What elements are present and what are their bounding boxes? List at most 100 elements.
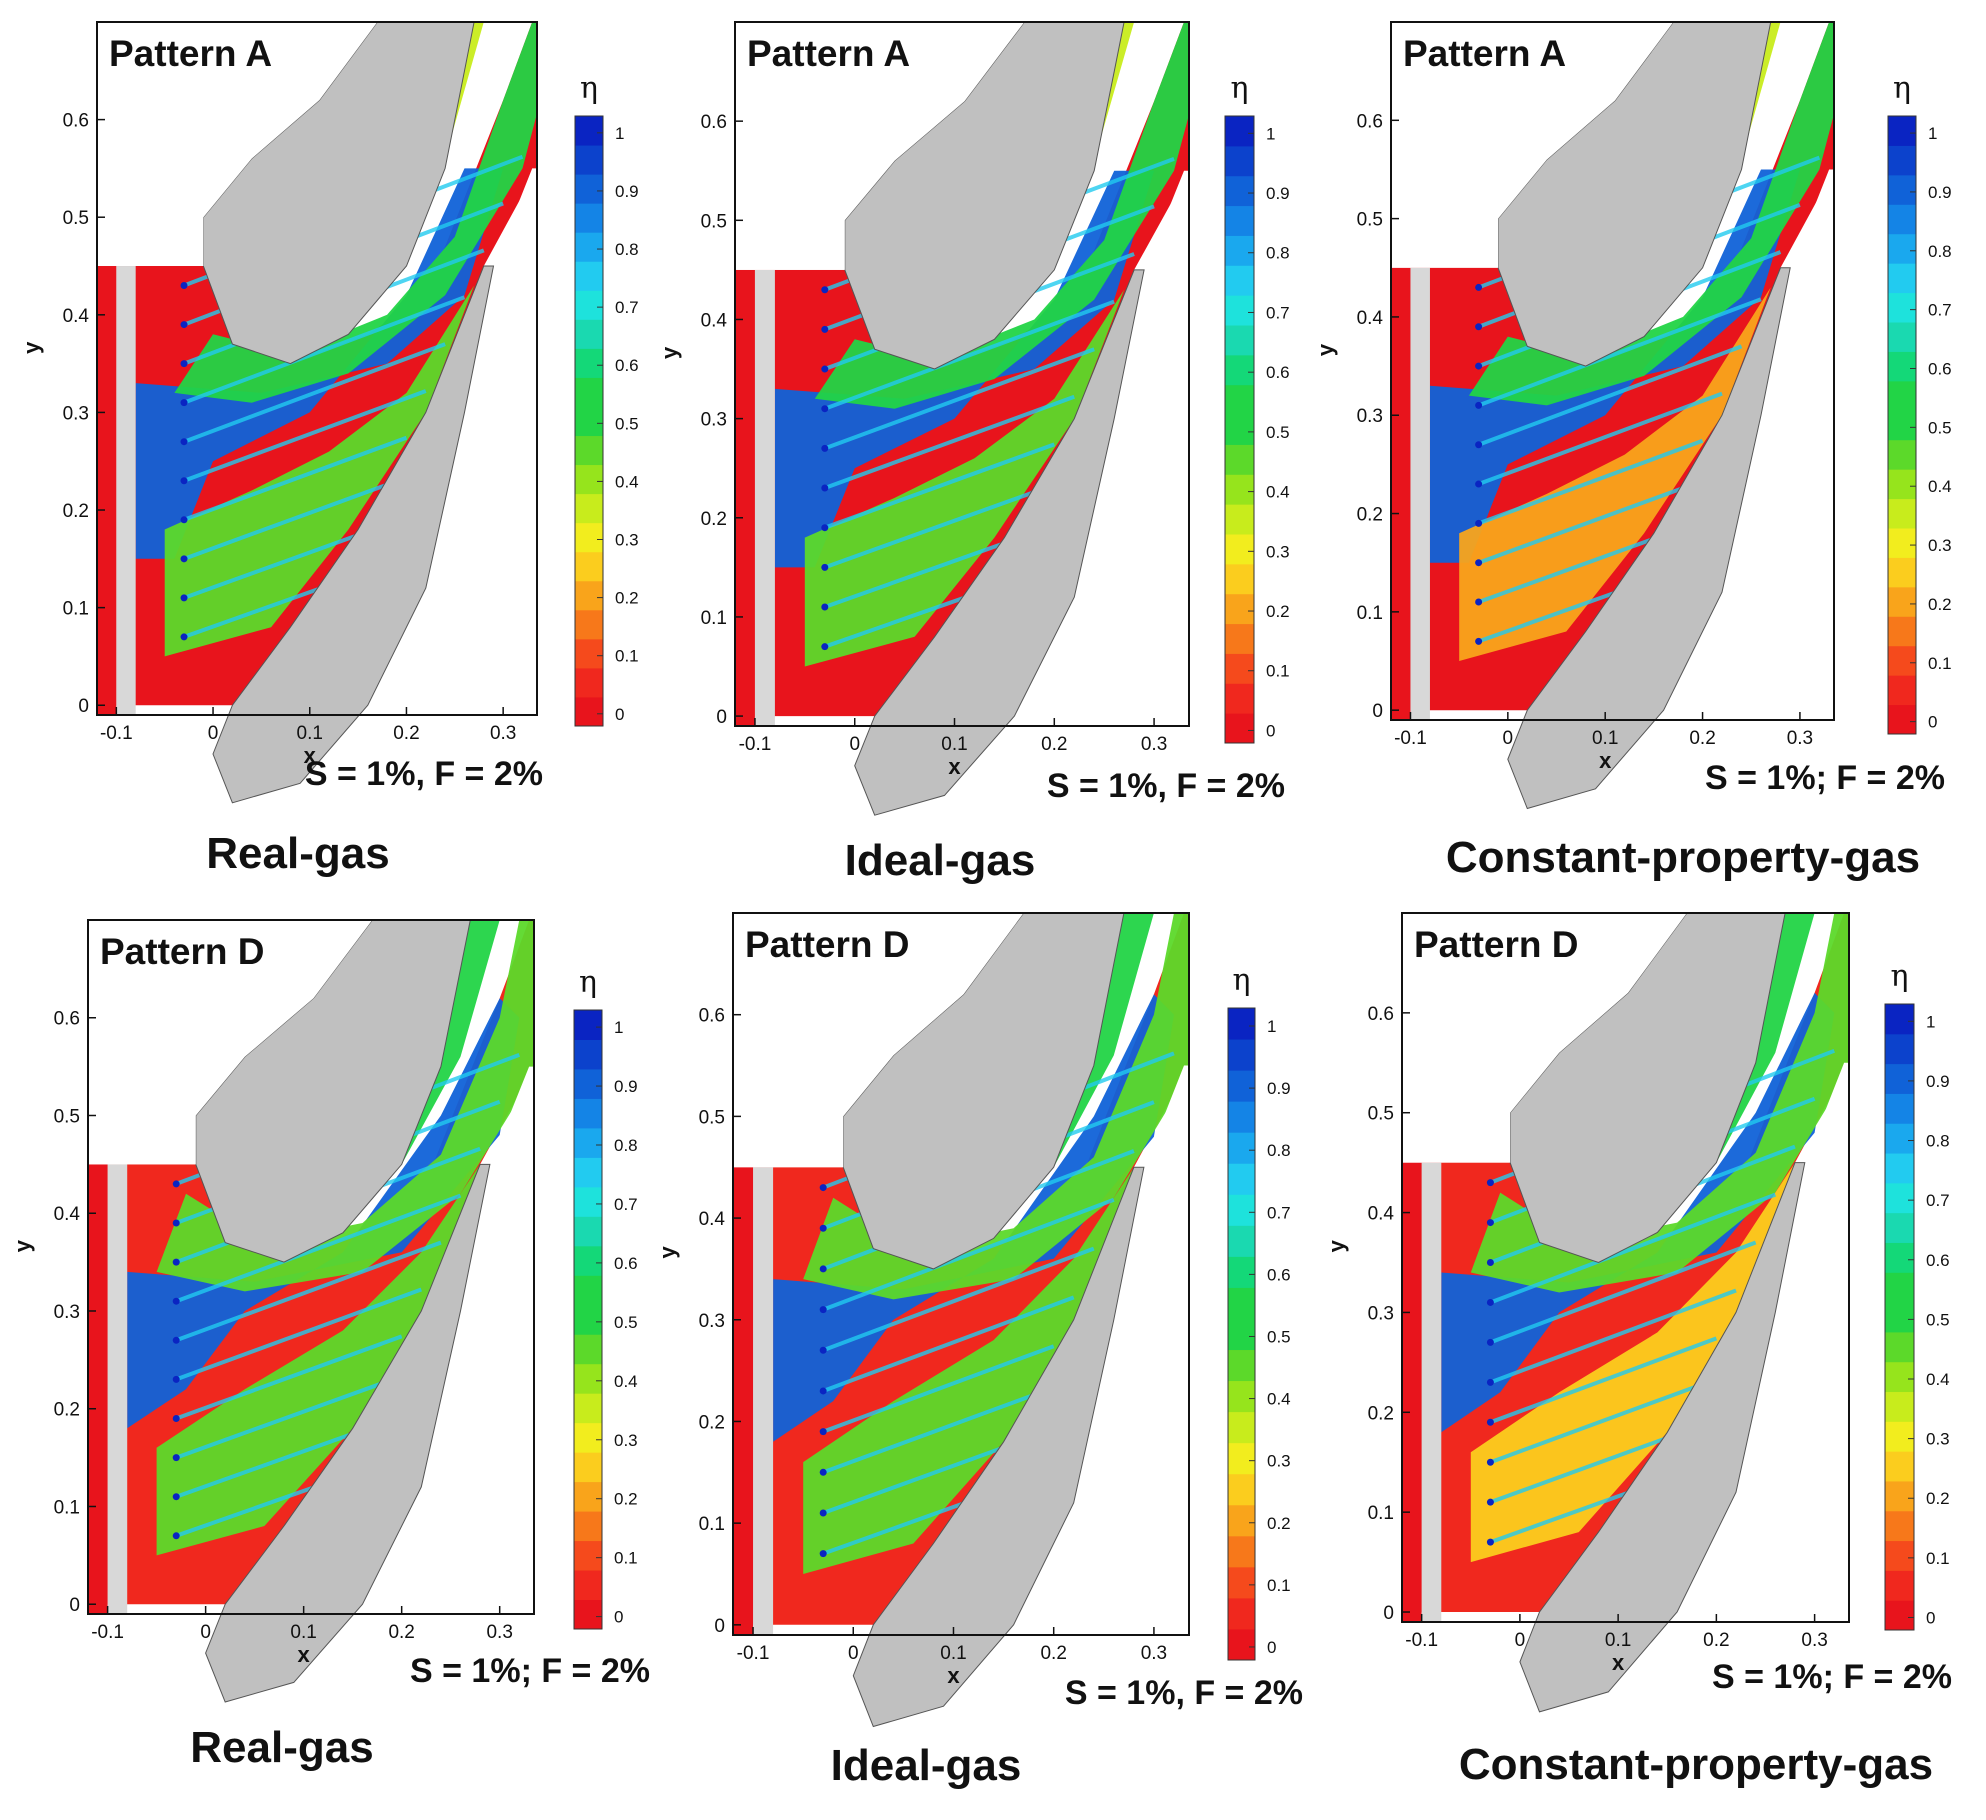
colorbar-tick-label: 0.4: [1926, 1370, 1950, 1389]
colorbar-tick-label: 0.4: [614, 1372, 638, 1391]
colorbar-segment: [1885, 1361, 1914, 1393]
upstream-blank: [97, 22, 378, 266]
film-streak: [175, 1193, 462, 1304]
colorbar-segment: [574, 1245, 602, 1276]
colorbar-segment: [1228, 1349, 1255, 1382]
cooling-hole: [1486, 1378, 1494, 1386]
pattern-title: Pattern A: [747, 33, 910, 74]
colorbar-tick-label: 0: [1928, 713, 1937, 732]
y-tick-label: 0.1: [1368, 1503, 1394, 1524]
y-tick-label: 0.2: [701, 509, 727, 530]
film-streak: [175, 1428, 364, 1499]
y-tick-label: 0.1: [1357, 603, 1383, 624]
film-streak: [1477, 438, 1704, 526]
film-streak: [824, 490, 1036, 570]
x-tick-label: 0.1: [940, 1643, 966, 1664]
colorbar-tick-label: 1: [615, 124, 624, 143]
colorbar-segment: [1888, 145, 1916, 176]
colorbar-tick-label: 0: [1266, 721, 1275, 740]
x-tick-label: -0.1: [1405, 1630, 1438, 1651]
colorbar-segment: [574, 1511, 602, 1542]
lower-blade: [1507, 267, 1791, 810]
cooling-hole: [180, 399, 188, 407]
colorbar-tick-label: 0: [615, 705, 624, 724]
x-tick-label: -0.1: [739, 734, 772, 755]
colorbar-segment: [574, 1010, 602, 1040]
cooling-hole: [1475, 598, 1483, 606]
suction-side-band: [1468, 22, 1834, 406]
cooling-hole: [819, 1428, 827, 1436]
colorbar-segment: [1228, 1039, 1255, 1071]
colorbar-segment: [1888, 233, 1916, 264]
plot-frame: [732, 912, 1190, 1636]
x-tick-label: 0.3: [1801, 1630, 1827, 1651]
y-axis-label: y: [655, 1245, 680, 1258]
film-streak: [824, 347, 1095, 451]
film-streak: [183, 435, 408, 522]
colorbar-segment: [1885, 1540, 1914, 1571]
colorbar-segment: [575, 145, 603, 175]
y-tick-label: 0.5: [54, 1106, 80, 1127]
colorbar-tick-label: 0.3: [1928, 536, 1952, 555]
film-streak: [822, 1246, 1095, 1353]
y-axis-label: y: [1313, 343, 1338, 356]
colorbar-tick-label: 0.2: [615, 589, 639, 608]
film-streak: [1477, 391, 1723, 486]
upstream-blank: [1391, 22, 1674, 268]
y-tick-label: 0.2: [54, 1400, 80, 1421]
colorbar-segment: [1888, 704, 1916, 735]
colorbar-segment: [1225, 325, 1254, 356]
cooling-hole: [821, 286, 829, 294]
y-tick-label: 0: [714, 1616, 725, 1637]
colorbar-segment: [1225, 474, 1254, 505]
colorbar-segment: [574, 1127, 602, 1158]
cooling-hole: [819, 1468, 827, 1476]
colorbar-segment: [1228, 1566, 1255, 1599]
chart-panel-6: -0.1 0 0.1 0.2 0.3 0 0.1 0.2 0.3 0.4 0.5 0.6 x y Patte…: [1324, 912, 1952, 1789]
y-tick-label: 0.6: [54, 1009, 80, 1030]
colorbar-segment: [574, 1570, 602, 1601]
cooling-hole: [180, 438, 188, 446]
colorbar-tick-label: 0.1: [1266, 662, 1290, 681]
colorbar-tick-label: 0.5: [1926, 1310, 1950, 1329]
colorbar-segment: [1888, 410, 1916, 441]
y-tick-label: 0.2: [1357, 505, 1383, 526]
y-tick-label: 0: [1383, 1603, 1394, 1624]
film-streak: [824, 442, 1055, 530]
cooling-hole: [819, 1224, 827, 1232]
colorbar-segment: [575, 464, 603, 495]
endwall-strip: [88, 1164, 108, 1614]
upstream-blank: [88, 920, 373, 1165]
wall-strip: [753, 1167, 774, 1635]
colorbar-segment: [574, 1334, 602, 1365]
y-tick-label: 0.2: [63, 501, 89, 522]
colorbar-segment: [575, 203, 603, 233]
colorbar-tick-label: 0.3: [1267, 1452, 1291, 1471]
film-streak: [822, 1393, 1035, 1475]
cooling-hole: [821, 325, 829, 333]
colorbar-segment: [1885, 1123, 1914, 1154]
colorbar-segment: [1225, 116, 1254, 147]
colorbar-segment: [1888, 528, 1916, 558]
colorbar-segment: [1885, 1033, 1914, 1065]
film-streak: [175, 1334, 403, 1421]
x-tick-label: 0.2: [1703, 1630, 1729, 1651]
x-axis-label: x: [948, 754, 961, 779]
y-tick-label: 0.5: [1368, 1104, 1394, 1125]
colorbar-segment: [1228, 1287, 1255, 1319]
colorbar-tick-label: 0.1: [1926, 1549, 1950, 1568]
x-axis-label: x: [947, 1663, 960, 1688]
downstream-blank: [1014, 170, 1189, 726]
colorbar-segment: [1888, 675, 1916, 706]
x-tick-label: -0.1: [737, 1643, 770, 1664]
colorbar-segment: [575, 522, 603, 553]
colorbar-segment: [574, 1599, 602, 1630]
x-tick-label: 0: [848, 1643, 859, 1664]
colorbar-segment: [1888, 322, 1916, 352]
colorbar-segment: [1888, 380, 1916, 411]
pattern-title: Pattern A: [109, 33, 272, 74]
colorbar-frame: [1884, 1003, 1915, 1631]
colorbar-segment: [1228, 1473, 1255, 1506]
y-tick-label: 0.1: [699, 1514, 725, 1535]
cooling-hole: [1475, 323, 1483, 331]
